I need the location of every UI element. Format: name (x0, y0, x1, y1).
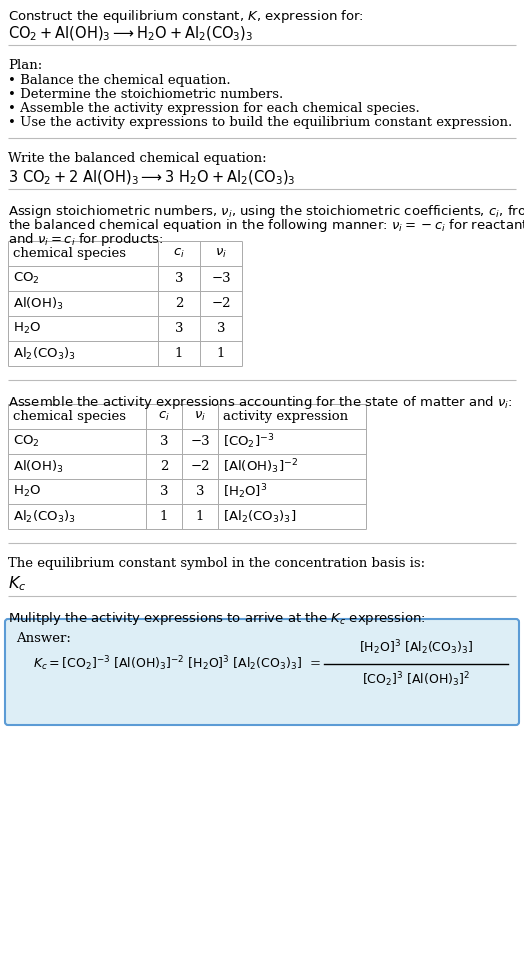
Text: $\nu_i$: $\nu_i$ (215, 247, 227, 260)
Text: activity expression: activity expression (223, 410, 348, 423)
Text: $K_c = \mathrm{[CO_2]^{-3}\ [Al(OH)_3]^{-2}\ [H_2O]^3\ [Al_2(CO_3)_3]}$: $K_c = \mathrm{[CO_2]^{-3}\ [Al(OH)_3]^{… (33, 654, 302, 674)
Text: $K_c$: $K_c$ (8, 574, 26, 593)
Text: 3: 3 (174, 272, 183, 285)
Text: 3: 3 (174, 322, 183, 335)
Text: $\mathrm{[H_2O]^3\ [Al_2(CO_3)_3]}$: $\mathrm{[H_2O]^3\ [Al_2(CO_3)_3]}$ (359, 639, 473, 657)
Text: 1: 1 (160, 510, 168, 523)
Text: and $\nu_i = c_i$ for products:: and $\nu_i = c_i$ for products: (8, 231, 163, 248)
Text: 3: 3 (160, 485, 168, 498)
Text: $\mathrm{[CO_2]^3\ [Al(OH)_3]^2}$: $\mathrm{[CO_2]^3\ [Al(OH)_3]^2}$ (362, 671, 470, 689)
Text: =: = (310, 657, 321, 671)
Text: 3: 3 (160, 435, 168, 448)
Text: 1: 1 (217, 347, 225, 360)
Text: $\mathrm{[H_2O]^3}$: $\mathrm{[H_2O]^3}$ (223, 482, 267, 501)
Text: $\mathrm{H_2O}$: $\mathrm{H_2O}$ (13, 321, 41, 336)
Text: $\mathrm{H_2O}$: $\mathrm{H_2O}$ (13, 484, 41, 499)
Text: $\mathrm{Al(OH)_3}$: $\mathrm{Al(OH)_3}$ (13, 458, 64, 475)
Text: 3: 3 (196, 485, 204, 498)
Text: $\nu_i$: $\nu_i$ (194, 410, 206, 423)
Text: −3: −3 (211, 272, 231, 285)
Text: chemical species: chemical species (13, 410, 126, 423)
Text: • Use the activity expressions to build the equilibrium constant expression.: • Use the activity expressions to build … (8, 116, 512, 129)
Text: Mulitply the activity expressions to arrive at the $K_c$ expression:: Mulitply the activity expressions to arr… (8, 610, 426, 627)
Text: • Determine the stoichiometric numbers.: • Determine the stoichiometric numbers. (8, 88, 283, 101)
Text: Write the balanced chemical equation:: Write the balanced chemical equation: (8, 152, 267, 165)
Text: $c_i$: $c_i$ (173, 247, 185, 260)
Text: $\mathrm{Al_2(CO_3)_3}$: $\mathrm{Al_2(CO_3)_3}$ (13, 345, 76, 361)
Text: • Assemble the activity expression for each chemical species.: • Assemble the activity expression for e… (8, 102, 420, 115)
Text: $\mathrm{[Al_2(CO_3)_3]}$: $\mathrm{[Al_2(CO_3)_3]}$ (223, 508, 296, 525)
Text: $\mathrm{3\ CO_2 + 2\ Al(OH)_3 \longrightarrow 3\ H_2O + Al_2(CO_3)_3}$: $\mathrm{3\ CO_2 + 2\ Al(OH)_3 \longrigh… (8, 169, 296, 187)
Text: Assemble the activity expressions accounting for the state of matter and $\nu_i$: Assemble the activity expressions accoun… (8, 394, 512, 411)
Text: 2: 2 (160, 460, 168, 473)
Text: −2: −2 (190, 460, 210, 473)
Text: $\mathrm{[Al(OH)_3]^{-2}}$: $\mathrm{[Al(OH)_3]^{-2}}$ (223, 457, 298, 476)
Text: • Balance the chemical equation.: • Balance the chemical equation. (8, 74, 231, 87)
Text: $\mathrm{[CO_2]^{-3}}$: $\mathrm{[CO_2]^{-3}}$ (223, 432, 275, 451)
Text: $\mathrm{CO_2}$: $\mathrm{CO_2}$ (13, 434, 40, 449)
Text: $c_i$: $c_i$ (158, 410, 170, 423)
Text: Answer:: Answer: (16, 632, 71, 645)
Text: −3: −3 (190, 435, 210, 448)
FancyBboxPatch shape (5, 619, 519, 725)
Text: 1: 1 (196, 510, 204, 523)
Text: 1: 1 (175, 347, 183, 360)
Text: −2: −2 (211, 297, 231, 310)
Text: 2: 2 (175, 297, 183, 310)
Text: $\mathrm{CO_2 + Al(OH)_3 \longrightarrow H_2O + Al_2(CO_3)_3}$: $\mathrm{CO_2 + Al(OH)_3 \longrightarrow… (8, 25, 254, 43)
Text: Construct the equilibrium constant, $K$, expression for:: Construct the equilibrium constant, $K$,… (8, 8, 364, 25)
Text: $\mathrm{CO_2}$: $\mathrm{CO_2}$ (13, 271, 40, 286)
Text: chemical species: chemical species (13, 247, 126, 260)
Text: Assign stoichiometric numbers, $\nu_i$, using the stoichiometric coefficients, $: Assign stoichiometric numbers, $\nu_i$, … (8, 203, 524, 220)
Text: 3: 3 (217, 322, 225, 335)
Text: Plan:: Plan: (8, 59, 42, 72)
Text: The equilibrium constant symbol in the concentration basis is:: The equilibrium constant symbol in the c… (8, 557, 425, 570)
Text: $\mathrm{Al(OH)_3}$: $\mathrm{Al(OH)_3}$ (13, 295, 64, 311)
Text: $\mathrm{Al_2(CO_3)_3}$: $\mathrm{Al_2(CO_3)_3}$ (13, 508, 76, 525)
Text: the balanced chemical equation in the following manner: $\nu_i = -c_i$ for react: the balanced chemical equation in the fo… (8, 217, 524, 234)
